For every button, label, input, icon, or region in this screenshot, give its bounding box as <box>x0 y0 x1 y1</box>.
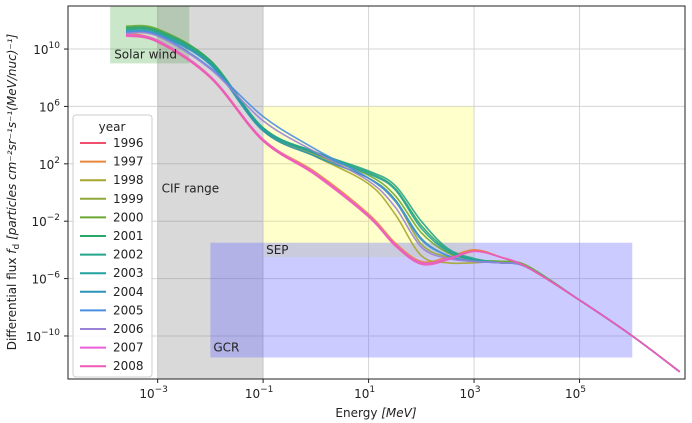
legend-label-2005: 2005 <box>113 303 144 317</box>
region-labels: Solar wind CIF range SEP GCR <box>114 47 288 354</box>
region-solar-wind <box>110 6 190 64</box>
legend-label-1999: 1999 <box>113 192 144 206</box>
y-axis-symbol: f <box>5 248 19 254</box>
regions <box>110 6 633 379</box>
legend-label-2008: 2008 <box>113 359 144 373</box>
region-label-solar-wind: Solar wind <box>114 47 177 61</box>
region-label-cif-range: CIF range <box>162 182 220 196</box>
legend-label-2006: 2006 <box>113 322 144 336</box>
x-tick-label: 103 <box>460 385 481 401</box>
series-lines <box>125 24 681 373</box>
axis-ticks: 10−3 10−1 101 103 105 1010 106 102 10−2 10−6 10−10 <box>26 41 586 401</box>
y-axis-label: Differential flux fd [particles cm⁻²sr⁻¹… <box>5 33 22 350</box>
legend-label-2003: 2003 <box>113 266 144 280</box>
legend-label-1998: 1998 <box>113 173 144 187</box>
legend-label-1996: 1996 <box>113 136 144 150</box>
y-tick-label: 10−10 <box>26 328 61 344</box>
y-tick-label: 102 <box>39 156 60 172</box>
x-axis-label: Energy [MeV] <box>335 406 416 420</box>
region-label-gcr: GCR <box>213 340 239 354</box>
plot-frame <box>67 5 686 380</box>
x-axis-unit: [MeV] <box>381 406 417 420</box>
y-axis-subscript: d <box>12 244 22 250</box>
series-line-2008 <box>125 35 681 373</box>
legend-label-2001: 2001 <box>113 229 144 243</box>
legend-label-1997: 1997 <box>113 155 144 169</box>
y-tick-label: 106 <box>39 98 60 114</box>
x-tick-label: 10−1 <box>245 385 274 401</box>
x-tick-label: 101 <box>354 385 375 401</box>
legend-label-2000: 2000 <box>113 210 144 224</box>
x-tick-label: 105 <box>565 385 586 401</box>
legend-title: year <box>99 120 126 134</box>
legend-label-2007: 2007 <box>113 341 144 355</box>
y-axis-unit: [particles cm⁻²sr⁻¹s⁻¹(MeV/nuc)⁻¹] <box>5 33 19 239</box>
region-gcr <box>210 242 633 358</box>
y-tick-label: 1010 <box>33 41 60 57</box>
region-label-sep: SEP <box>266 243 288 257</box>
x-tick-label: 10−3 <box>139 385 168 401</box>
legend-label-2004: 2004 <box>113 285 144 299</box>
legend: year 1996 1997 1998 1999 2000 2001 2002 2003 200… <box>72 114 153 378</box>
y-tick-label: 10−6 <box>31 271 60 287</box>
y-tick-label: 10−2 <box>31 213 60 229</box>
legend-label-2002: 2002 <box>113 248 144 262</box>
